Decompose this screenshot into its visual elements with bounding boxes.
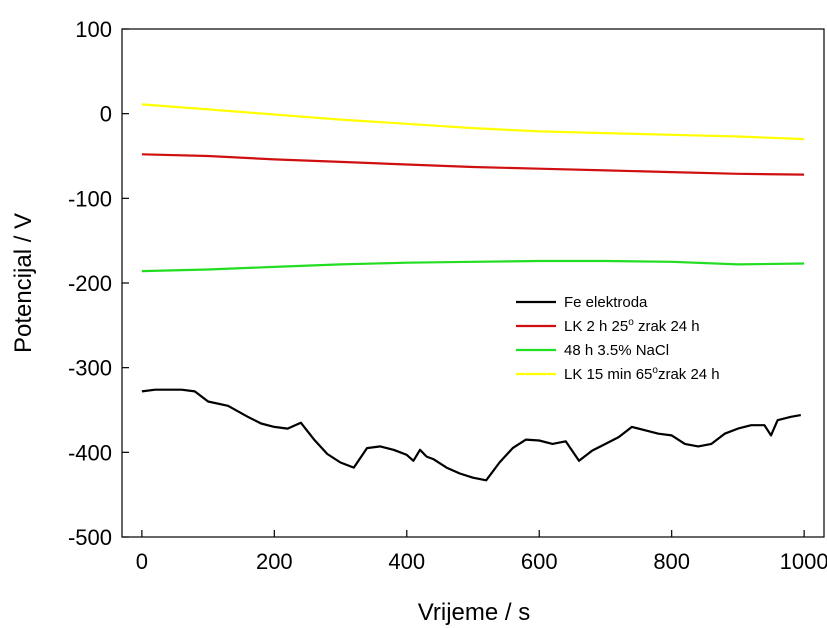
legend-label-part: Fe elektroda (564, 294, 648, 311)
x-tick-label: 0 (136, 549, 148, 574)
plot-frame (121, 28, 825, 538)
x-tick-label: 800 (653, 549, 690, 574)
y-tick-label: -400 (68, 440, 112, 465)
legend-label-3: LK 15 min 65ozrak 24 h (564, 365, 720, 383)
x-axis-title: Vrijeme / s (418, 599, 530, 626)
legend-label-part: zrak 24 h (658, 366, 720, 383)
y-tick-label: -200 (68, 271, 112, 296)
legend-label-part: LK 2 h 25 (564, 318, 628, 335)
x-tick-label: 400 (388, 549, 425, 574)
series-line-0 (141, 388, 801, 482)
degree-superscript: o (628, 317, 634, 328)
series-line-2 (141, 259, 805, 273)
y-axis-title: Potencijal / V (10, 213, 37, 353)
x-tick-label: 1000 (780, 549, 827, 574)
y-axis-ticks: -500 -400 -300 -200 -100 0 100 (68, 17, 129, 550)
legend-label-part: 48 h 3.5% NaCl (564, 342, 669, 359)
y-tick-label: -500 (68, 525, 112, 550)
y-tick-label: -300 (68, 356, 112, 381)
series-line-1 (141, 153, 805, 176)
y-tick-label: 0 (100, 102, 112, 127)
plot-area-border (121, 28, 825, 538)
y-tick-label: -100 (68, 186, 112, 211)
series-line-3 (141, 103, 805, 141)
legend-label-part: zrak 24 h (634, 318, 700, 335)
y-tick-label: 100 (75, 17, 112, 42)
degree-superscript: o (652, 365, 658, 376)
x-tick-label: 600 (521, 549, 558, 574)
x-tick-label: 200 (256, 549, 293, 574)
legend-label-part: LK 15 min 65 (564, 366, 652, 383)
legend-label-2: 48 h 3.5% NaCl (564, 342, 669, 359)
legend-label-1: LK 2 h 25o zrak 24 h (564, 317, 700, 335)
series-layer (141, 103, 805, 482)
x-axis-ticks: 0 200 400 600 800 1000 (136, 530, 827, 574)
legend-label-0: Fe elektroda (564, 294, 648, 311)
